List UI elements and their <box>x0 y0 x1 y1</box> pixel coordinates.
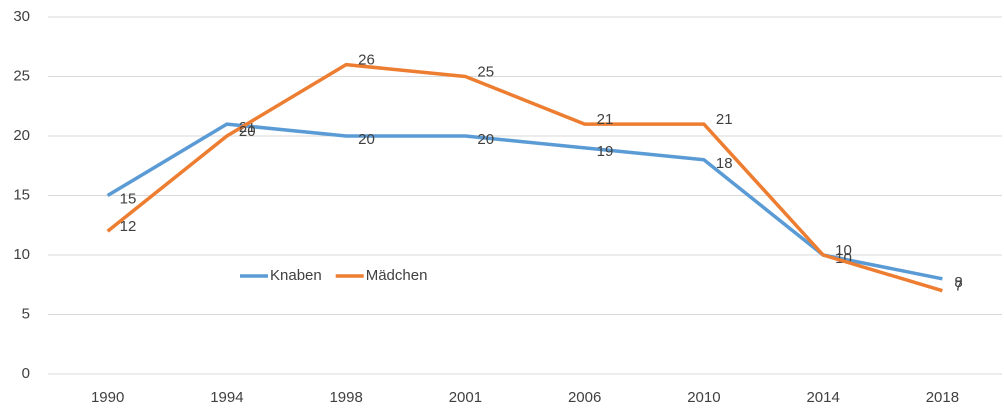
x-tick-label: 1990 <box>91 389 124 406</box>
x-tick-label: 2018 <box>926 389 959 406</box>
data-label: 10 <box>835 242 852 259</box>
data-label: 26 <box>358 52 375 69</box>
data-label: 15 <box>120 190 137 207</box>
x-tick-label: 2006 <box>568 389 601 406</box>
data-label: 20 <box>477 131 494 148</box>
data-label: 19 <box>597 143 614 160</box>
data-label: 7 <box>954 278 962 295</box>
data-label: 25 <box>477 63 494 80</box>
y-tick-label: 15 <box>13 186 30 203</box>
series-line <box>106 122 943 281</box>
data-label: 8 <box>954 274 962 291</box>
y-tick-label: 30 <box>13 8 30 25</box>
y-tick-label: 20 <box>13 127 30 144</box>
x-tick-label: 2014 <box>806 389 839 406</box>
data-label: 20 <box>358 131 375 148</box>
y-tick-label: 0 <box>22 365 30 382</box>
y-tick-label: 10 <box>13 246 30 263</box>
legend-label: Mädchen <box>366 267 428 284</box>
data-label: 18 <box>716 155 733 172</box>
data-label: 21 <box>716 111 733 128</box>
data-label: 12 <box>120 218 137 235</box>
data-label: 20 <box>239 123 256 140</box>
x-tick-label: 1994 <box>210 389 243 406</box>
x-tick-label: 2001 <box>449 389 482 406</box>
data-label: 21 <box>597 111 614 128</box>
y-tick-label: 5 <box>22 305 30 322</box>
x-tick-label: 1998 <box>329 389 362 406</box>
x-tick-label: 2010 <box>687 389 720 406</box>
series-line <box>106 62 943 293</box>
y-tick-label: 25 <box>13 67 30 84</box>
legend-label: Knaben <box>270 267 322 284</box>
